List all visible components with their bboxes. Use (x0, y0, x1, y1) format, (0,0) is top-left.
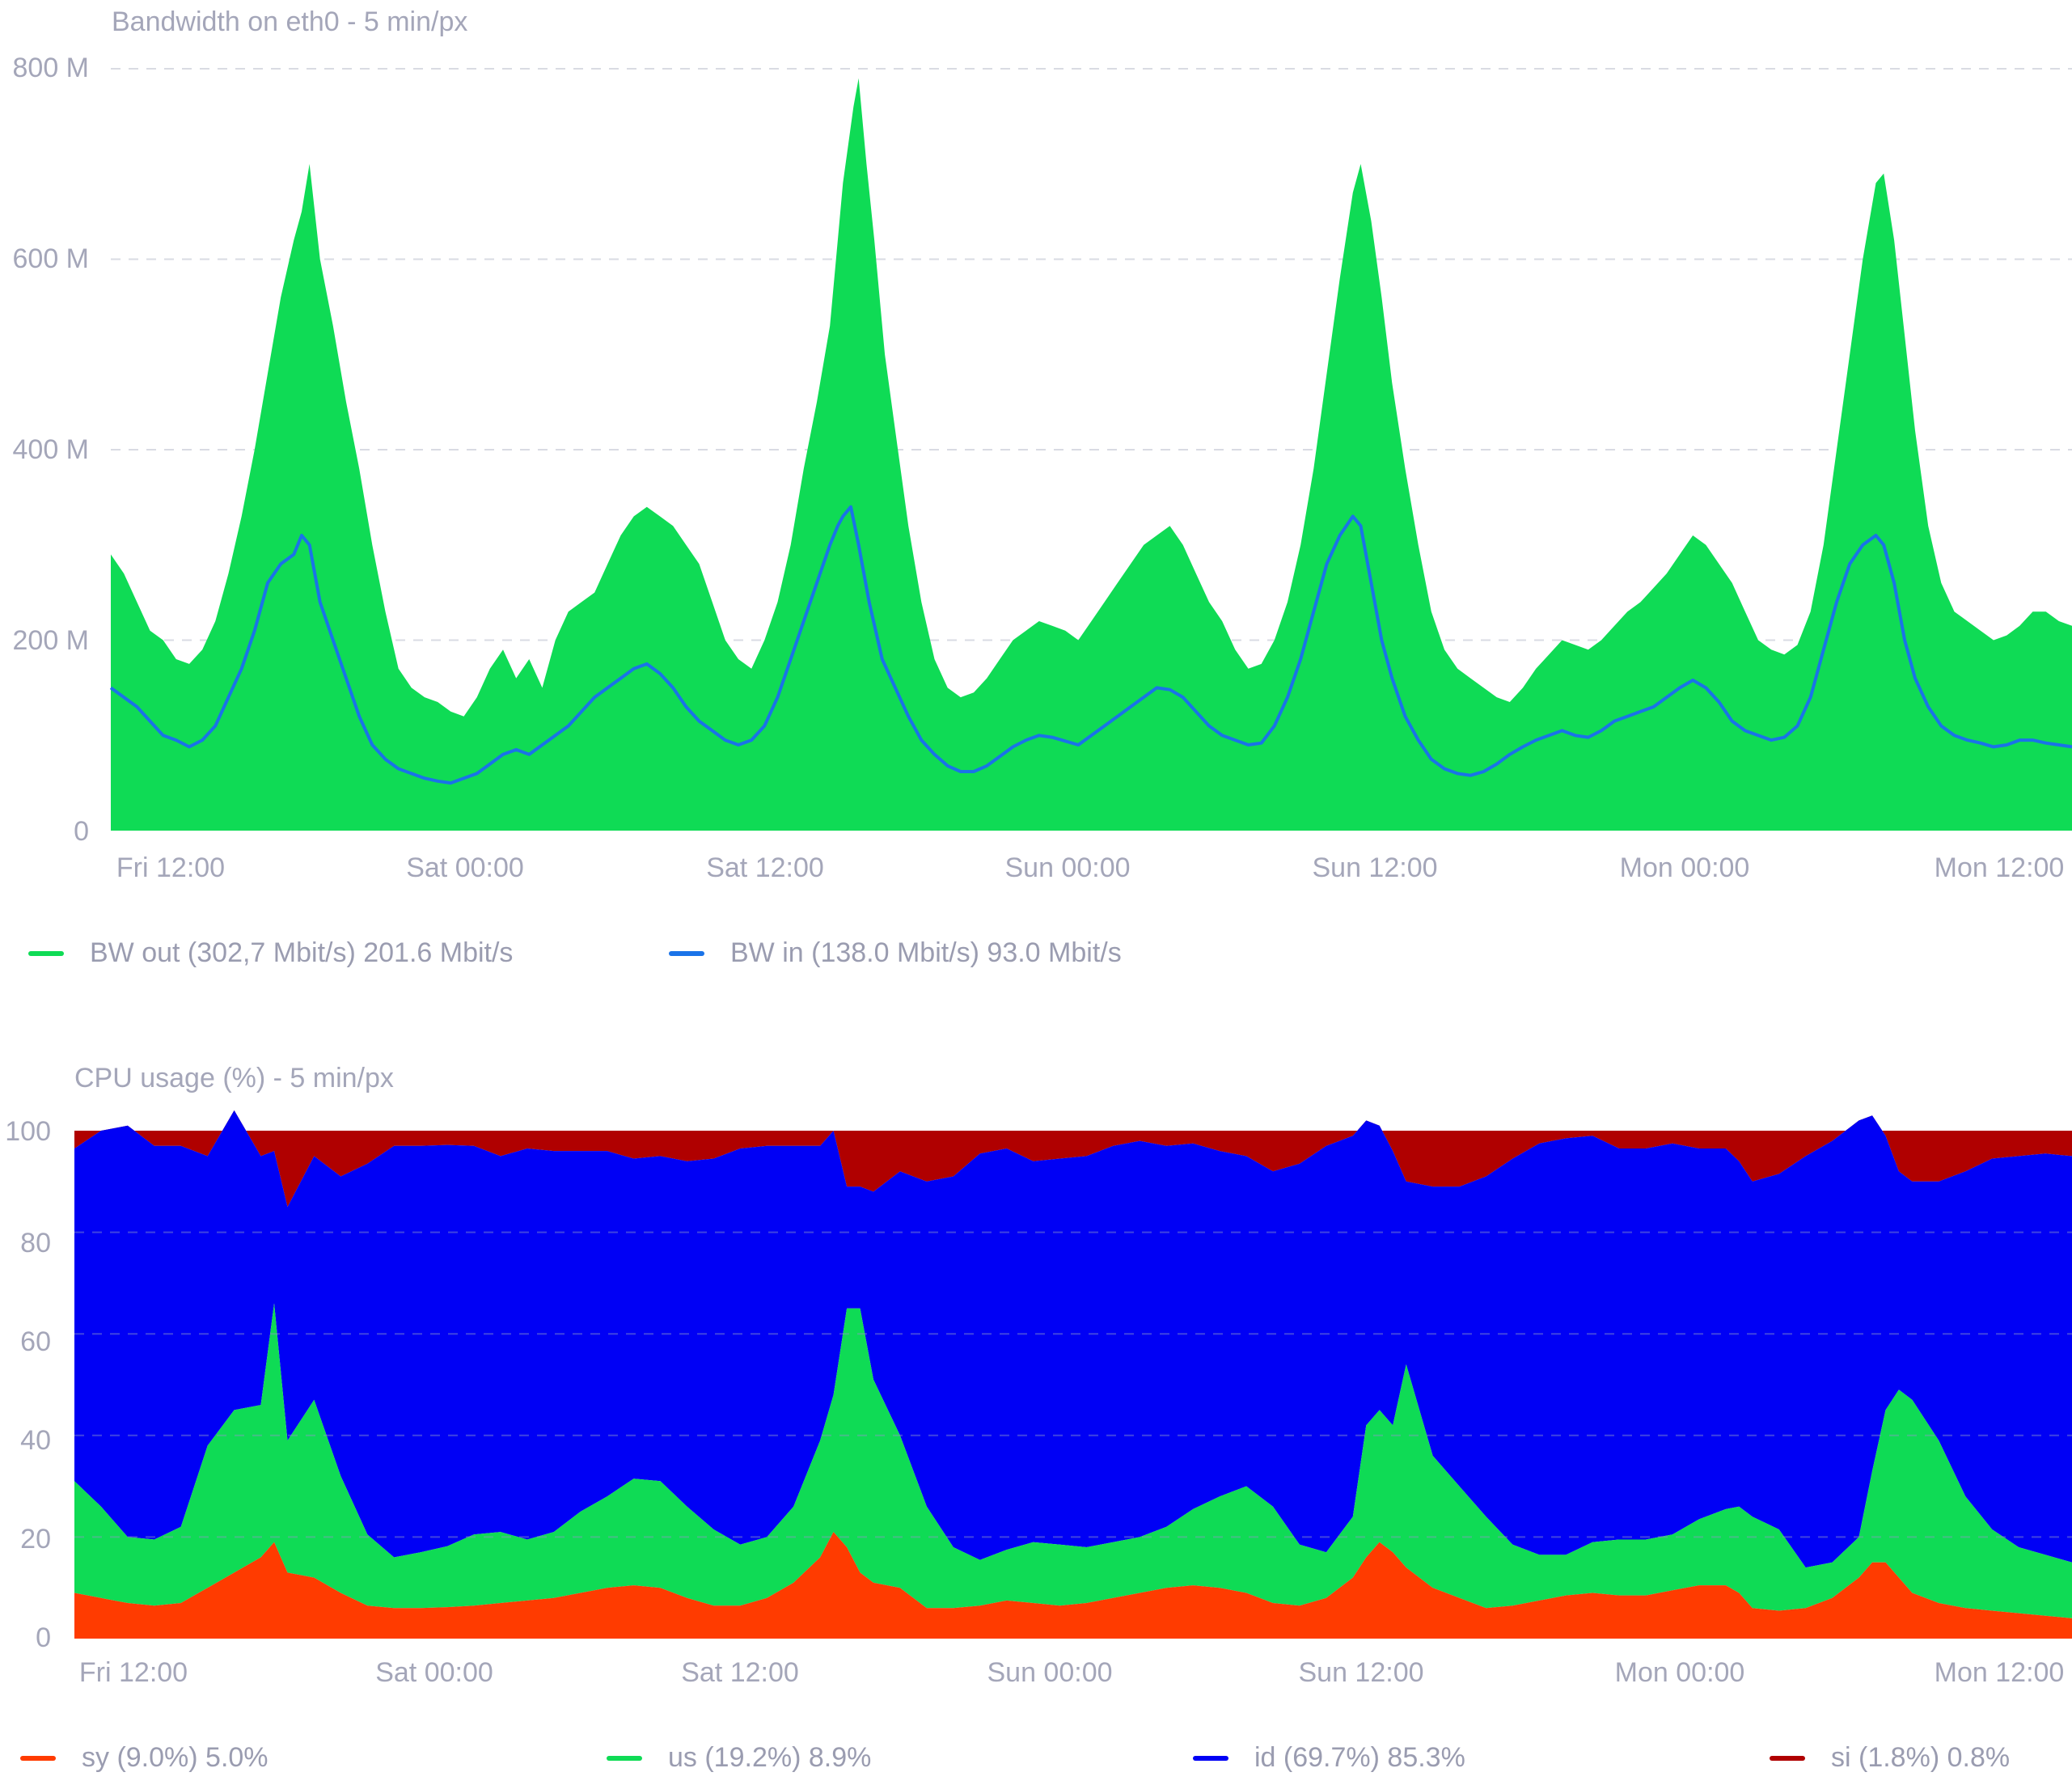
legend-us-label: us (19.2%) 8.9% (668, 1742, 872, 1773)
cpu-xtick: Mon 00:00 (1614, 1657, 1745, 1688)
legend-bw-in-label: BW in (138.0 Mbit/s) 93.0 Mbit/s (730, 937, 1122, 968)
legend-bw-in: BW in (138.0 Mbit/s) 93.0 Mbit/s (669, 937, 1122, 969)
legend-bw-in-swatch (669, 950, 704, 956)
cpu-ytick: 60 (20, 1326, 51, 1357)
cpu-xtick: Sun 12:00 (1298, 1657, 1424, 1688)
bw-in-line (109, 505, 2072, 785)
cpu-si-area (74, 1110, 2072, 1208)
bandwidth-chart-title: Bandwidth on eth0 - 5 min/px (112, 6, 468, 37)
bw-xtick: Sun 00:00 (1004, 852, 1131, 883)
bw-xtick: Sat 00:00 (406, 852, 524, 883)
legend-id: id (69.7%) 85.3% (1193, 1742, 1465, 1774)
legend-bw-out-label: BW out (302,7 Mbit/s) 201.6 Mbit/s (90, 937, 514, 968)
cpu-xtick: Mon 12:00 (1934, 1657, 2065, 1688)
bw-xtick: Sat 12:00 (706, 852, 824, 883)
cpu-sy-area (74, 1532, 2072, 1639)
legend-si: si (1.8%) 0.8% (1770, 1742, 2010, 1774)
legend-bw-out-swatch (28, 950, 64, 956)
bw-xtick: Mon 00:00 (1619, 852, 1750, 883)
bandwidth-plot (109, 68, 2072, 831)
cpu-ytick: 100 (5, 1116, 51, 1147)
bw-out-area (111, 78, 2072, 831)
cpu-xtick: Sat 12:00 (681, 1657, 799, 1688)
legend-si-label: si (1.8%) 0.8% (1831, 1742, 2011, 1773)
bw-ytick: 800 M (12, 53, 90, 83)
cpu-xtick: Fri 12:00 (78, 1657, 188, 1688)
bw-xtick: Mon 12:00 (1934, 852, 2065, 883)
bw-xtick: Fri 12:00 (116, 852, 226, 883)
legend-us-swatch (607, 1755, 642, 1761)
legend-id-label: id (69.7%) 85.3% (1254, 1742, 1465, 1773)
bw-ytick: 0 (74, 816, 89, 847)
cpu-xtick: Sun 00:00 (987, 1657, 1113, 1688)
cpu-xtick: Sat 00:00 (375, 1657, 493, 1688)
cpu-id-area (74, 1110, 2072, 1568)
cpu-ytick: 80 (20, 1228, 51, 1258)
legend-bw-out: BW out (302,7 Mbit/s) 201.6 Mbit/s (28, 937, 513, 969)
cpu-ytick: 20 (20, 1524, 51, 1554)
legend-sy-swatch (20, 1755, 56, 1761)
cpu-ytick: 0 (36, 1622, 51, 1653)
legend-id-swatch (1193, 1755, 1228, 1761)
bw-ytick: 600 M (12, 243, 90, 274)
legend-sy-label: sy (9.0%) 5.0% (82, 1742, 269, 1773)
legend-si-swatch (1770, 1755, 1805, 1761)
cpu-ytick: 40 (20, 1425, 51, 1456)
bw-xtick: Sun 12:00 (1312, 852, 1438, 883)
bw-ytick: 400 M (12, 434, 90, 465)
legend-us: us (19.2%) 8.9% (607, 1742, 871, 1774)
cpu-us-area (74, 1303, 2072, 1618)
bw-ytick: 200 M (12, 625, 90, 656)
legend-sy: sy (9.0%) 5.0% (20, 1742, 269, 1774)
cpu-chart-title: CPU usage (%) - 5 min/px (74, 1063, 394, 1093)
